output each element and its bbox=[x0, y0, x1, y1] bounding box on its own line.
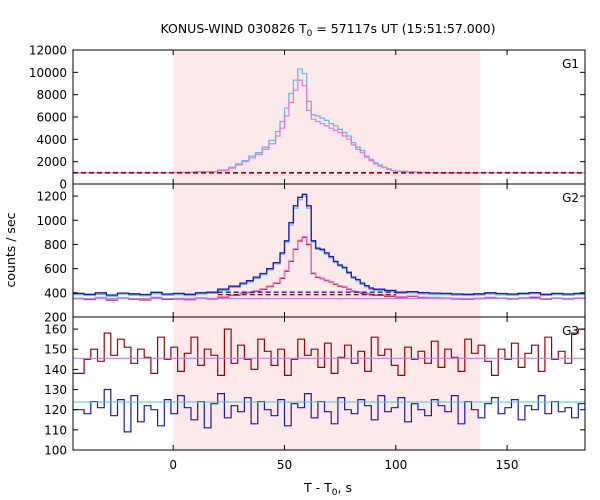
panel-g2: 200 400 600 800 1000 1200 G2 bbox=[36, 183, 586, 325]
y-tick-label: 400 bbox=[44, 286, 67, 300]
panel-g3: 100 110 120 130 140 150 160 G3 bbox=[44, 316, 586, 458]
y-tick-label: 2000 bbox=[36, 155, 67, 169]
y-tick-label: 8000 bbox=[36, 88, 67, 102]
panel-frame bbox=[72, 316, 586, 451]
y-tick-label: 4000 bbox=[36, 133, 67, 147]
y-tick-label: 10000 bbox=[29, 66, 67, 80]
y-axis-label: counts / sec bbox=[3, 212, 18, 287]
chart-title: KONUS-WIND 030826 T0 = 57117s UT (15:51:… bbox=[160, 21, 495, 39]
panel-label: G1 bbox=[562, 57, 579, 71]
series-g2-light-blue-0 bbox=[73, 195, 585, 297]
y-tick-label: 600 bbox=[44, 262, 67, 276]
y-tick-label: 200 bbox=[44, 311, 67, 325]
panel-label: G2 bbox=[562, 191, 579, 205]
y-tick-label: 800 bbox=[44, 238, 67, 252]
y-tick-label: 100 bbox=[44, 444, 67, 458]
y-tick-label: 1000 bbox=[36, 214, 67, 228]
y-tick-label: 130 bbox=[44, 383, 67, 397]
series-group bbox=[73, 68, 585, 174]
series-g2-navy-1 bbox=[73, 193, 585, 296]
y-tick-label: 6000 bbox=[36, 111, 67, 125]
x-tick-label: 150 bbox=[496, 458, 519, 472]
shaded-interval bbox=[173, 50, 481, 184]
y-tick-label: 0 bbox=[59, 178, 67, 192]
y-tick-label: 110 bbox=[44, 423, 67, 437]
x-axis-label: T - T0, s bbox=[303, 480, 352, 498]
series-g3-dark-red-0 bbox=[73, 328, 585, 376]
x-tick-label: 50 bbox=[277, 458, 292, 472]
series-g1-pink-1 bbox=[73, 79, 585, 174]
y-tick-label: 150 bbox=[44, 343, 67, 357]
panel-label: G3 bbox=[562, 324, 579, 338]
shaded-interval bbox=[173, 317, 481, 450]
y-tick-label: 12000 bbox=[29, 44, 67, 58]
x-tick-label: 100 bbox=[384, 458, 407, 472]
x-tick-label: 0 bbox=[169, 458, 177, 472]
plot-panels: 020004000600080001000012000G120040060080… bbox=[29, 44, 586, 472]
series-group bbox=[73, 328, 585, 433]
y-tick-label: 160 bbox=[44, 323, 67, 337]
y-tick-label: 140 bbox=[44, 363, 67, 377]
y-tick-label: 120 bbox=[44, 403, 67, 417]
series-group bbox=[73, 193, 585, 301]
series-g3-navy-1 bbox=[73, 388, 585, 433]
panel-g1: 0 2000 4000 6000 8000 10000 12000 G1 bbox=[29, 44, 586, 192]
y-tick-label: 1200 bbox=[36, 190, 67, 204]
